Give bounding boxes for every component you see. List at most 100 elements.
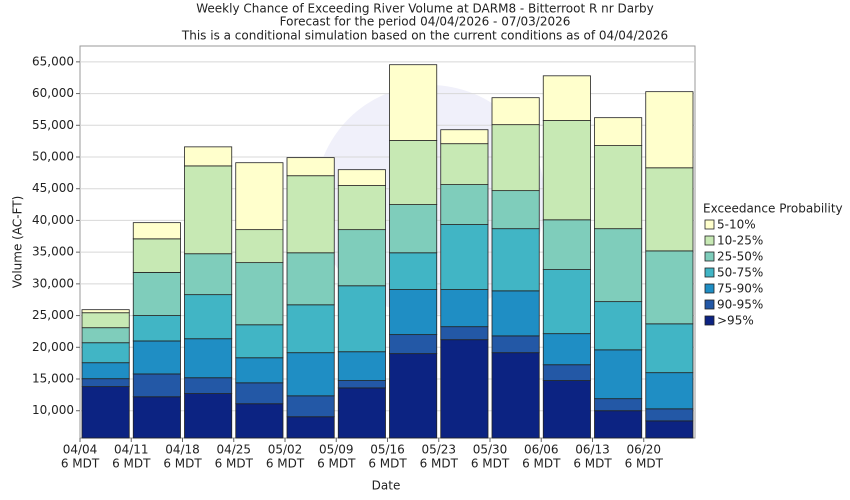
bar-segment bbox=[81, 327, 130, 344]
x-tick-sublabel: 6 MDT bbox=[625, 457, 664, 471]
bar-segment bbox=[132, 373, 181, 398]
bar-segment bbox=[132, 396, 181, 439]
bar-segment bbox=[594, 117, 643, 146]
bar-segment bbox=[184, 253, 233, 296]
bar-segment bbox=[81, 342, 130, 364]
y-tick-label: 65,000 bbox=[32, 54, 74, 68]
bar-segment bbox=[542, 333, 591, 366]
x-tick-sublabel: 6 MDT bbox=[522, 457, 561, 471]
bar-segment bbox=[645, 91, 694, 169]
legend-label: 25-50% bbox=[717, 250, 763, 264]
legend-swatch bbox=[704, 299, 715, 310]
bar-segment bbox=[440, 326, 489, 341]
bar-segment bbox=[286, 304, 335, 354]
legend-label: 90-95% bbox=[717, 298, 763, 312]
y-tick-label: 30,000 bbox=[32, 276, 74, 290]
y-tick-label: 60,000 bbox=[32, 86, 74, 100]
bar-segment bbox=[389, 204, 438, 254]
x-axis-label: Date bbox=[372, 479, 401, 493]
bar-segment bbox=[645, 323, 694, 374]
bar-segment bbox=[184, 146, 233, 167]
x-tick-label: 05/02 bbox=[268, 443, 303, 457]
bar-segment bbox=[594, 349, 643, 400]
y-tick-label: 15,000 bbox=[32, 372, 74, 386]
bar-segment bbox=[184, 294, 233, 340]
bar-segment bbox=[389, 353, 438, 439]
y-tick-label: 45,000 bbox=[32, 181, 74, 195]
bar-segment bbox=[132, 272, 181, 316]
bar-segment bbox=[235, 229, 284, 264]
bar-segment bbox=[645, 250, 694, 325]
bar-segment bbox=[235, 262, 284, 326]
bar-segment bbox=[184, 377, 233, 394]
bar-segment bbox=[542, 269, 591, 335]
bar-segment bbox=[594, 145, 643, 230]
x-tick-label: 06/20 bbox=[626, 443, 661, 457]
bar-segment bbox=[337, 285, 386, 353]
bar-segment bbox=[286, 175, 335, 254]
bar-segment bbox=[594, 228, 643, 303]
x-tick-sublabel: 6 MDT bbox=[112, 457, 151, 471]
bar-segment bbox=[645, 167, 694, 252]
y-tick-label: 40,000 bbox=[32, 213, 74, 227]
bar-segment bbox=[337, 387, 386, 439]
legend-swatch bbox=[704, 235, 715, 246]
x-tick-sublabel: 6 MDT bbox=[61, 457, 100, 471]
chart-title: Weekly Chance of Exceeding River Volume … bbox=[196, 2, 654, 16]
bar-segment bbox=[184, 393, 233, 439]
x-tick-label: 05/16 bbox=[370, 443, 405, 457]
bar-segment bbox=[440, 224, 489, 290]
bar-segment bbox=[542, 120, 591, 221]
chart-note: This is a conditional simulation based o… bbox=[181, 29, 668, 43]
bar-segment bbox=[337, 169, 386, 186]
bar-segment bbox=[235, 162, 284, 231]
legend-label: 50-75% bbox=[717, 266, 763, 280]
x-tick-sublabel: 6 MDT bbox=[317, 457, 356, 471]
bar-segment bbox=[389, 289, 438, 336]
x-tick-sublabel: 6 MDT bbox=[163, 457, 202, 471]
bar-segment bbox=[389, 140, 438, 205]
bar-segment bbox=[542, 380, 591, 439]
y-tick-label: 35,000 bbox=[32, 245, 74, 259]
bar-segment bbox=[491, 352, 540, 439]
bar-segment bbox=[491, 290, 540, 337]
x-tick-sublabel: 6 MDT bbox=[420, 457, 459, 471]
bar-segment bbox=[542, 219, 591, 270]
bar-segment bbox=[235, 324, 284, 359]
y-tick-label: 50,000 bbox=[32, 150, 74, 164]
bar-segment bbox=[542, 75, 591, 121]
legend-label: 75-90% bbox=[717, 282, 763, 296]
bar-segment bbox=[594, 301, 643, 351]
y-tick-label: 20,000 bbox=[32, 340, 74, 354]
bar-segment bbox=[132, 238, 181, 273]
bar-segment bbox=[440, 143, 489, 185]
x-tick-label: 04/18 bbox=[165, 443, 200, 457]
x-tick-label: 06/13 bbox=[575, 443, 610, 457]
bar-segment bbox=[184, 338, 233, 379]
bar-segment bbox=[184, 165, 233, 255]
x-tick-label: 04/04 bbox=[63, 443, 98, 457]
bar-segment bbox=[491, 190, 540, 230]
y-axis-label: Volume (AC-FT) bbox=[11, 196, 25, 289]
legend-label: 10-25% bbox=[717, 234, 763, 248]
bar-segment bbox=[81, 362, 130, 380]
legend-swatch bbox=[704, 219, 715, 230]
x-tick-label: 05/23 bbox=[421, 443, 456, 457]
bar-segment bbox=[81, 386, 130, 439]
bar-segment bbox=[286, 252, 335, 306]
legend-title: Exceedance Probability bbox=[703, 202, 843, 216]
bar-segment bbox=[132, 340, 181, 375]
bar-segment bbox=[645, 372, 694, 410]
bar-segment bbox=[235, 357, 284, 384]
x-tick-sublabel: 6 MDT bbox=[215, 457, 254, 471]
y-tick-label: 25,000 bbox=[32, 308, 74, 322]
bar-segment bbox=[235, 403, 284, 439]
legend-label: >95% bbox=[717, 314, 754, 328]
chart-subtitle: Forecast for the period 04/04/2026 - 07/… bbox=[280, 15, 571, 29]
legend-swatch bbox=[704, 283, 715, 294]
y-tick-label: 55,000 bbox=[32, 118, 74, 132]
x-tick-label: 04/11 bbox=[114, 443, 149, 457]
bar-segment bbox=[81, 312, 130, 329]
bar-segment bbox=[491, 97, 540, 126]
